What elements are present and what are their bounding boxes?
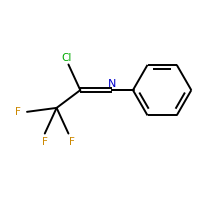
Text: Cl: Cl: [61, 53, 72, 63]
Text: F: F: [15, 107, 21, 117]
Text: F: F: [69, 137, 75, 147]
Text: N: N: [108, 79, 116, 89]
Text: F: F: [42, 137, 48, 147]
